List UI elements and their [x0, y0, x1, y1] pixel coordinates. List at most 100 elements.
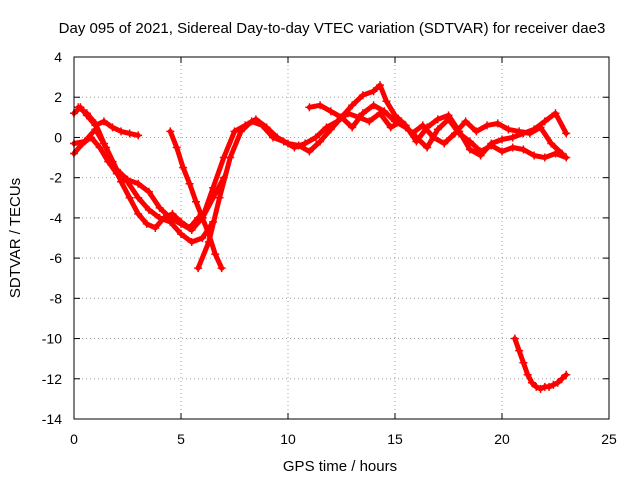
data-point — [358, 91, 367, 100]
data-point — [142, 219, 151, 228]
data-point — [166, 127, 175, 136]
data-point — [177, 229, 185, 238]
data-point — [549, 380, 558, 389]
data-point — [82, 109, 91, 118]
data-point — [545, 382, 554, 391]
data-point — [123, 175, 132, 184]
y-tick-label: -2 — [50, 170, 63, 186]
data-point — [391, 117, 399, 126]
data-point — [540, 117, 549, 126]
data-point — [102, 143, 111, 152]
data-point — [504, 125, 513, 134]
data-point — [177, 219, 185, 228]
y-tick-label: -10 — [42, 331, 62, 347]
data-point — [536, 384, 545, 393]
data-point — [316, 101, 325, 110]
x-tick-label: 20 — [494, 431, 510, 447]
data-point — [386, 123, 395, 132]
data-point — [198, 234, 207, 242]
data-point — [187, 238, 196, 247]
data-point — [358, 109, 367, 118]
data-point — [376, 81, 385, 90]
data-point — [348, 123, 357, 132]
data-point — [562, 129, 571, 138]
data-point — [209, 183, 218, 192]
data-point — [508, 133, 517, 142]
data-point — [99, 117, 108, 126]
data-point — [553, 378, 562, 387]
data-point — [412, 133, 421, 142]
data-point — [112, 165, 121, 174]
plot-frame — [73, 56, 610, 420]
data-point — [557, 374, 566, 383]
data-point — [217, 264, 226, 273]
data-point — [515, 346, 524, 355]
data-point — [326, 107, 335, 116]
data-point — [322, 123, 331, 132]
data-point — [191, 197, 200, 206]
data-point — [305, 103, 314, 112]
series-arc-5 — [166, 127, 226, 273]
data-point — [262, 123, 271, 132]
data-point — [185, 179, 194, 188]
data-point — [440, 139, 449, 148]
data-point — [230, 127, 239, 136]
data-point — [444, 115, 453, 124]
data-point — [134, 209, 143, 218]
data-point — [74, 103, 83, 112]
data-point — [562, 370, 571, 379]
data-point — [134, 193, 143, 202]
data-point — [508, 143, 517, 152]
y-tick-label: -6 — [50, 250, 63, 266]
data-point — [348, 101, 357, 110]
data-point — [382, 97, 391, 106]
data-point — [369, 87, 378, 96]
y-tick-labels: -14 -12 -10 -8 -6 -4 -2 0 2 4 — [42, 49, 62, 427]
data-point — [194, 264, 203, 273]
data-point — [125, 193, 134, 202]
data-point — [551, 149, 560, 158]
y-tick-label: -8 — [50, 290, 63, 306]
data-point — [493, 119, 502, 128]
data-point — [530, 125, 539, 134]
data-point — [540, 153, 549, 162]
data-point — [455, 129, 464, 138]
data-point — [117, 127, 126, 136]
data-point — [530, 151, 539, 160]
x-tick-label: 25 — [601, 431, 617, 447]
data-point — [273, 133, 282, 142]
data-point — [241, 121, 250, 130]
y-tick-label: -12 — [42, 371, 62, 387]
data-point — [187, 225, 196, 234]
data-point — [301, 139, 310, 148]
data-point — [80, 137, 89, 146]
data-point — [401, 123, 410, 132]
data-point — [465, 145, 474, 154]
data-point — [144, 205, 153, 214]
data-point — [519, 129, 528, 138]
data-point — [510, 334, 519, 343]
y-tick-label: 2 — [54, 89, 62, 105]
y-tick-label: -4 — [50, 210, 63, 226]
x-tick-label: 5 — [177, 431, 185, 447]
data-point — [562, 153, 571, 162]
data-point — [498, 147, 506, 156]
data-point — [305, 147, 314, 156]
data-point — [527, 378, 536, 387]
data-point — [519, 145, 528, 154]
data-point — [219, 153, 228, 162]
data-point — [369, 101, 378, 110]
data-point — [547, 139, 556, 148]
series-arc-9 — [510, 334, 571, 393]
y-tick-label: -14 — [42, 411, 62, 427]
data-point — [423, 143, 432, 152]
data-point — [284, 139, 292, 148]
chart-title: Day 095 of 2021, Sidereal Day-to-day VTE… — [59, 20, 606, 37]
data-point — [179, 163, 188, 172]
data-point — [134, 179, 143, 188]
data-point — [483, 121, 492, 130]
data-point — [125, 129, 134, 138]
data-point — [433, 125, 442, 134]
data-point — [134, 131, 143, 140]
